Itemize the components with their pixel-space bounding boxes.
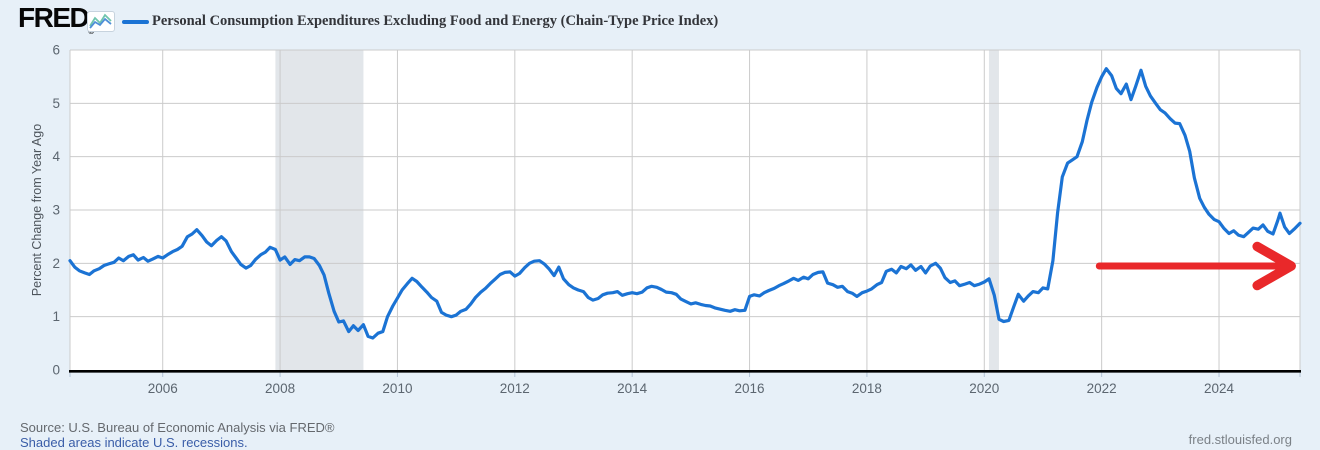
x-tick-label: 2024 (1204, 381, 1235, 396)
y-tick-label: 0 (52, 363, 60, 378)
x-tick-label: 2014 (617, 381, 648, 396)
y-tick-label: 5 (52, 96, 60, 111)
legend-line-swatch (122, 20, 149, 24)
chart-title: Personal Consumption Expenditures Exclud… (152, 13, 719, 29)
series-line (68, 67, 1302, 340)
x-tick-label: 2022 (1087, 381, 1117, 396)
fred-logo-text: FRED (18, 2, 90, 33)
x-tick-label: 2016 (735, 381, 765, 396)
fred-logo-chart-icon (87, 11, 115, 32)
x-tick-label: 2006 (148, 381, 178, 396)
logo-icon-teal-line (89, 13, 112, 27)
x-tick-label: 2020 (969, 381, 999, 396)
site-url: fred.stlouisfed.org (1188, 432, 1292, 447)
y-tick-label: 1 (52, 309, 60, 324)
y-tick-label: 4 (52, 149, 60, 164)
y-tick-label: 3 (52, 203, 60, 218)
x-tick-label: 2008 (265, 381, 295, 396)
y-tick-label: 6 (52, 43, 60, 58)
x-tick-label: 2018 (852, 381, 882, 396)
x-tick-label: 2010 (382, 381, 412, 396)
x-tick-label: 2012 (500, 381, 530, 396)
logo-icon-blue-line (89, 17, 112, 29)
annotation-arrow-head (1252, 241, 1296, 291)
source-text: Source: U.S. Bureau of Economic Analysis… (20, 420, 335, 435)
y-tick-label: 2 (52, 256, 60, 271)
recessions-link[interactable]: Shaded areas indicate U.S. recessions. (20, 435, 248, 450)
